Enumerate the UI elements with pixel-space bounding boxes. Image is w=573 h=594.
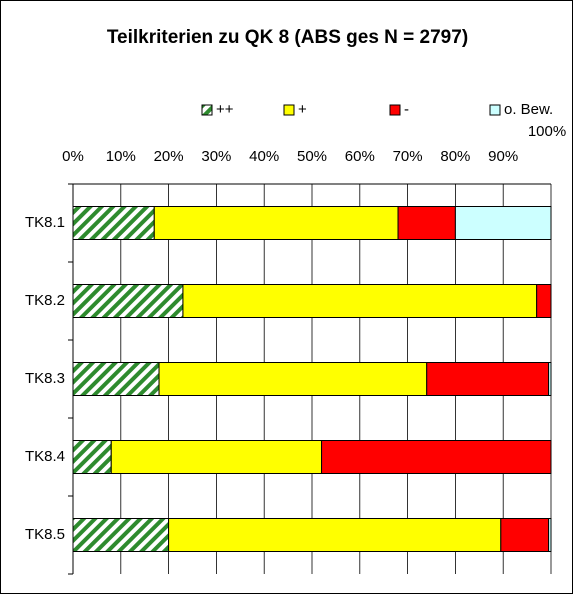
bar-segment: [72, 518, 170, 552]
bar-segment: [72, 284, 184, 318]
legend-label: -: [404, 101, 409, 118]
x-tick-label: 50%: [297, 148, 327, 165]
bar-segment: [397, 206, 456, 240]
bar-segment: [153, 206, 399, 240]
y-tick-label: TK8.3: [25, 370, 65, 387]
legend-swatch: [489, 104, 501, 116]
legend-swatch: [201, 104, 213, 116]
legend-label: +: [298, 101, 307, 118]
x-tick-label: 0%: [62, 148, 84, 165]
y-tick-label: TK8.4: [25, 448, 65, 465]
x-tick-label: 80%: [440, 148, 470, 165]
chart-title: Teilkriterien zu QK 8 (ABS ges N = 2797): [106, 27, 469, 48]
bar-segment: [548, 518, 552, 552]
x-tick-label: 30%: [201, 148, 231, 165]
bar-segment: [500, 518, 550, 552]
bar-segment: [321, 440, 552, 474]
bar-segment: [72, 206, 155, 240]
bar-segment: [158, 362, 428, 396]
bar-segment: [536, 284, 552, 318]
x-tick-label: 20%: [154, 148, 184, 165]
legend-label: o. Bew.: [504, 101, 553, 118]
bar-segment: [110, 440, 323, 474]
x-tick-label: 70%: [393, 148, 423, 165]
bar-segment: [72, 440, 112, 474]
legend-swatch: [389, 104, 401, 116]
legend-label: ++: [216, 101, 234, 118]
y-tick-label: TK8.1: [25, 214, 65, 231]
bar-segment: [168, 518, 502, 552]
bar-segment: [454, 206, 552, 240]
x-tick-label: 10%: [106, 148, 136, 165]
x-tick-label: 60%: [345, 148, 375, 165]
bar-segment: [426, 362, 550, 396]
x-tick-label: 100%: [528, 123, 566, 140]
x-tick-label: 40%: [249, 148, 279, 165]
legend-swatch: [283, 104, 295, 116]
y-tick-label: TK8.2: [25, 292, 65, 309]
bar-segment: [72, 362, 160, 396]
bar-segment: [182, 284, 538, 318]
x-tick-label: 90%: [488, 148, 518, 165]
bar-segment: [548, 362, 552, 396]
y-tick-label: TK8.5: [25, 526, 65, 543]
